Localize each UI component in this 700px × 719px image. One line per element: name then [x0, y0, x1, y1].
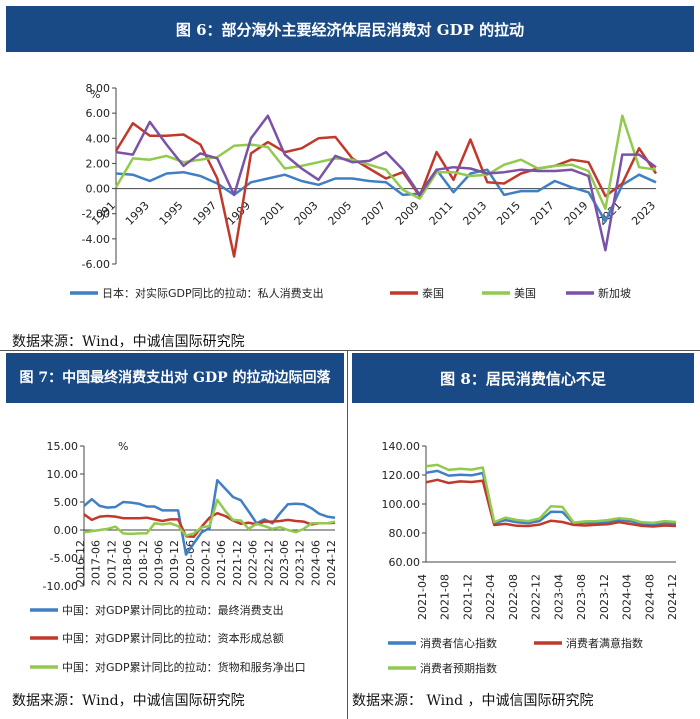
y-unit-label: %	[118, 440, 128, 453]
x-tick-label: 2023-06	[278, 540, 291, 586]
y-tick-label: 5.00	[54, 496, 79, 509]
figure6-chart: 8.006.004.002.000.00-2.00-4.00-6.00%1991…	[70, 82, 658, 300]
figure6-title: 图 6：部分海外主要经济体居民消费对 GDP 的拉动	[175, 20, 525, 39]
x-tick-label: 2022-12	[262, 540, 275, 586]
legend-label: 消费者信心指数	[420, 636, 497, 650]
x-tick-label: 2023-12	[294, 540, 307, 586]
y-tick-label: -10.00	[43, 580, 78, 593]
x-tick-label: 2021-12	[461, 574, 474, 620]
y-unit-label: %	[90, 88, 100, 101]
y-tick-label: 10.00	[47, 468, 79, 481]
x-tick-label: 2024-12	[666, 574, 679, 620]
y-tick-label: -5.00	[50, 552, 78, 565]
series-line-中国：对GDP累计同比的拉动：最终消费支出	[83, 478, 336, 556]
series-line-新加坡	[115, 114, 657, 252]
panel-divider-vertical	[347, 350, 348, 719]
x-tick-label: 2024-06	[309, 540, 322, 586]
series-line-美国	[114, 114, 657, 210]
legend-label: 中国：对GDP累计同比的拉动：货物和服务净出口	[62, 660, 306, 674]
series-line-消费者满意指数	[425, 478, 677, 528]
series-line-中国：对GDP累计同比的拉动：货物和服务净出口	[83, 498, 336, 537]
series-line-中国：对GDP累计同比的拉动：资本形成总额	[83, 511, 336, 538]
x-tick-label: 2017-06	[90, 540, 103, 586]
y-tick-label: -4.00	[82, 233, 110, 246]
figure8-header: 图 8：居民消费信心不足	[352, 353, 694, 403]
figure8-title: 图 8：居民消费信心不足	[440, 369, 606, 388]
legend-label: 泰国	[422, 286, 444, 300]
x-tick-label: 2020-12	[200, 540, 213, 586]
panel-divider-horizontal	[0, 350, 700, 351]
x-tick-label: 2023-12	[598, 574, 611, 620]
x-tick-label: 2019-12	[168, 540, 181, 586]
legend-label: 中国：对GDP累计同比的拉动：最终消费支出	[62, 603, 284, 617]
y-tick-label: 100.00	[382, 498, 421, 511]
y-tick-label: 4.00	[86, 132, 111, 145]
x-tick-label: 2024-08	[643, 574, 656, 620]
legend-label: 消费者预期指数	[420, 661, 497, 675]
y-tick-label: 80.00	[389, 527, 421, 540]
x-tick-label: 2021-08	[439, 574, 452, 620]
x-tick-label: 2018-12	[137, 540, 150, 586]
figure6-header: 图 6：部分海外主要经济体居民消费对 GDP 的拉动	[6, 6, 694, 52]
y-tick-label: 140.00	[382, 440, 421, 453]
x-tick-label: 2022-04	[484, 574, 497, 620]
y-tick-label: 6.00	[86, 107, 111, 120]
y-tick-label: 0.00	[86, 183, 111, 196]
y-tick-label: 120.00	[382, 469, 421, 482]
legend-label: 消费者满意指数	[566, 636, 643, 650]
legend-label: 中国：对GDP累计同比的拉动：资本形成总额	[62, 631, 284, 645]
x-tick-label: 2021-04	[416, 574, 429, 620]
series-line-日本：对实际GDP同比的拉动：私人消费支出	[115, 168, 657, 223]
legend-label: 日本：对实际GDP同比的拉动：私人消费支出	[102, 286, 324, 300]
x-tick-label: 2021-12	[231, 540, 244, 586]
figure7-header: 图 7：中国最终消费支出对 GDP 的拉动边际回落	[6, 353, 344, 403]
y-tick-label: 15.00	[47, 440, 79, 453]
x-tick-label: 2024-04	[621, 574, 634, 620]
x-tick-label: 2018-06	[121, 540, 134, 586]
x-tick-label: 2022-12	[530, 574, 543, 620]
figure8-source: 数据来源： Wind ，中诚信国际研究院	[352, 693, 594, 709]
y-tick-label: -2.00	[82, 208, 110, 221]
x-tick-label: 2021-06	[215, 540, 228, 586]
y-tick-label: 2.00	[86, 157, 111, 170]
x-tick-label: 2023-08	[575, 574, 588, 620]
x-tick-label: 2019-06	[152, 540, 165, 586]
x-tick-label: 2016-12	[74, 540, 87, 586]
figure7-title: 图 7：中国最终消费支出对 GDP 的拉动边际回落	[19, 370, 331, 386]
legend-label: 新加坡	[598, 286, 631, 300]
legend-label: 美国	[514, 287, 536, 300]
x-tick-label: 2022-08	[507, 574, 520, 620]
figure7-source: 数据来源：Wind，中诚信国际研究院	[12, 693, 245, 709]
x-tick-label: 2023-04	[552, 574, 565, 620]
figure6-source: 数据来源：Wind，中诚信国际研究院	[12, 334, 245, 350]
series-line-消费者预期指数	[425, 463, 677, 525]
x-tick-label: 2022-06	[247, 540, 260, 586]
x-tick-label: 2024-12	[325, 540, 338, 586]
x-tick-label: 2017-12	[105, 540, 118, 586]
y-tick-label: -6.00	[82, 258, 110, 271]
y-tick-label: 8.00	[86, 82, 111, 95]
series-line-消费者信心指数	[425, 469, 677, 526]
y-tick-label: 0.00	[54, 524, 79, 537]
y-tick-label: 60.00	[389, 556, 421, 569]
